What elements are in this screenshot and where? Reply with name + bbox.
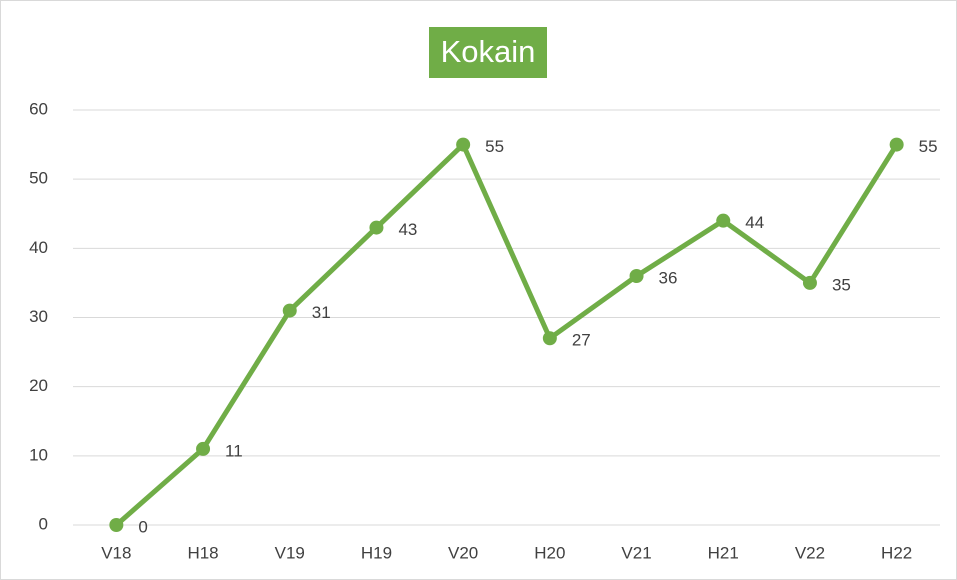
y-tick-label: 20: [29, 376, 48, 395]
x-tick-label: V19: [275, 543, 305, 562]
x-tick-label: V18: [101, 543, 131, 562]
x-tick-label: H19: [361, 543, 392, 562]
data-label: 44: [745, 213, 764, 232]
marker: [629, 269, 644, 283]
x-tick-label: H18: [187, 543, 218, 562]
x-tick-label: H20: [534, 543, 565, 562]
marker: [369, 220, 384, 235]
y-tick-label: 30: [29, 307, 48, 326]
line: [114, 142, 899, 527]
marker: [456, 137, 471, 152]
title-box: [429, 27, 547, 78]
data-label: 55: [485, 137, 504, 156]
y-tick-label: 10: [29, 445, 48, 464]
data-label: 31: [312, 303, 331, 322]
data-label: 43: [398, 220, 417, 239]
marker: [802, 275, 817, 290]
marker: [716, 213, 731, 228]
marker: [542, 331, 557, 346]
marker: [109, 518, 124, 532]
marker: [196, 441, 211, 456]
x-tick-label: V21: [621, 543, 651, 562]
y-tick-label: 50: [29, 169, 48, 188]
y-tick-label: 0: [39, 514, 48, 533]
x-tick-label: V20: [448, 543, 478, 562]
data-label: 35: [832, 275, 851, 294]
y-tick-label: 60: [29, 99, 48, 118]
data-label: 36: [659, 268, 678, 287]
marker: [282, 303, 297, 318]
marker: [889, 137, 904, 152]
chart-title: Kokain: [441, 34, 536, 69]
x-tick-label: V22: [795, 543, 825, 562]
x-tick-label: H22: [881, 543, 912, 562]
x-tick-label: H21: [708, 543, 739, 562]
data-label: 0: [138, 517, 147, 536]
data-label: 27: [572, 331, 591, 350]
y-tick-label: 40: [29, 238, 48, 257]
data-label: 55: [919, 137, 938, 156]
data-label: 11: [225, 441, 243, 460]
